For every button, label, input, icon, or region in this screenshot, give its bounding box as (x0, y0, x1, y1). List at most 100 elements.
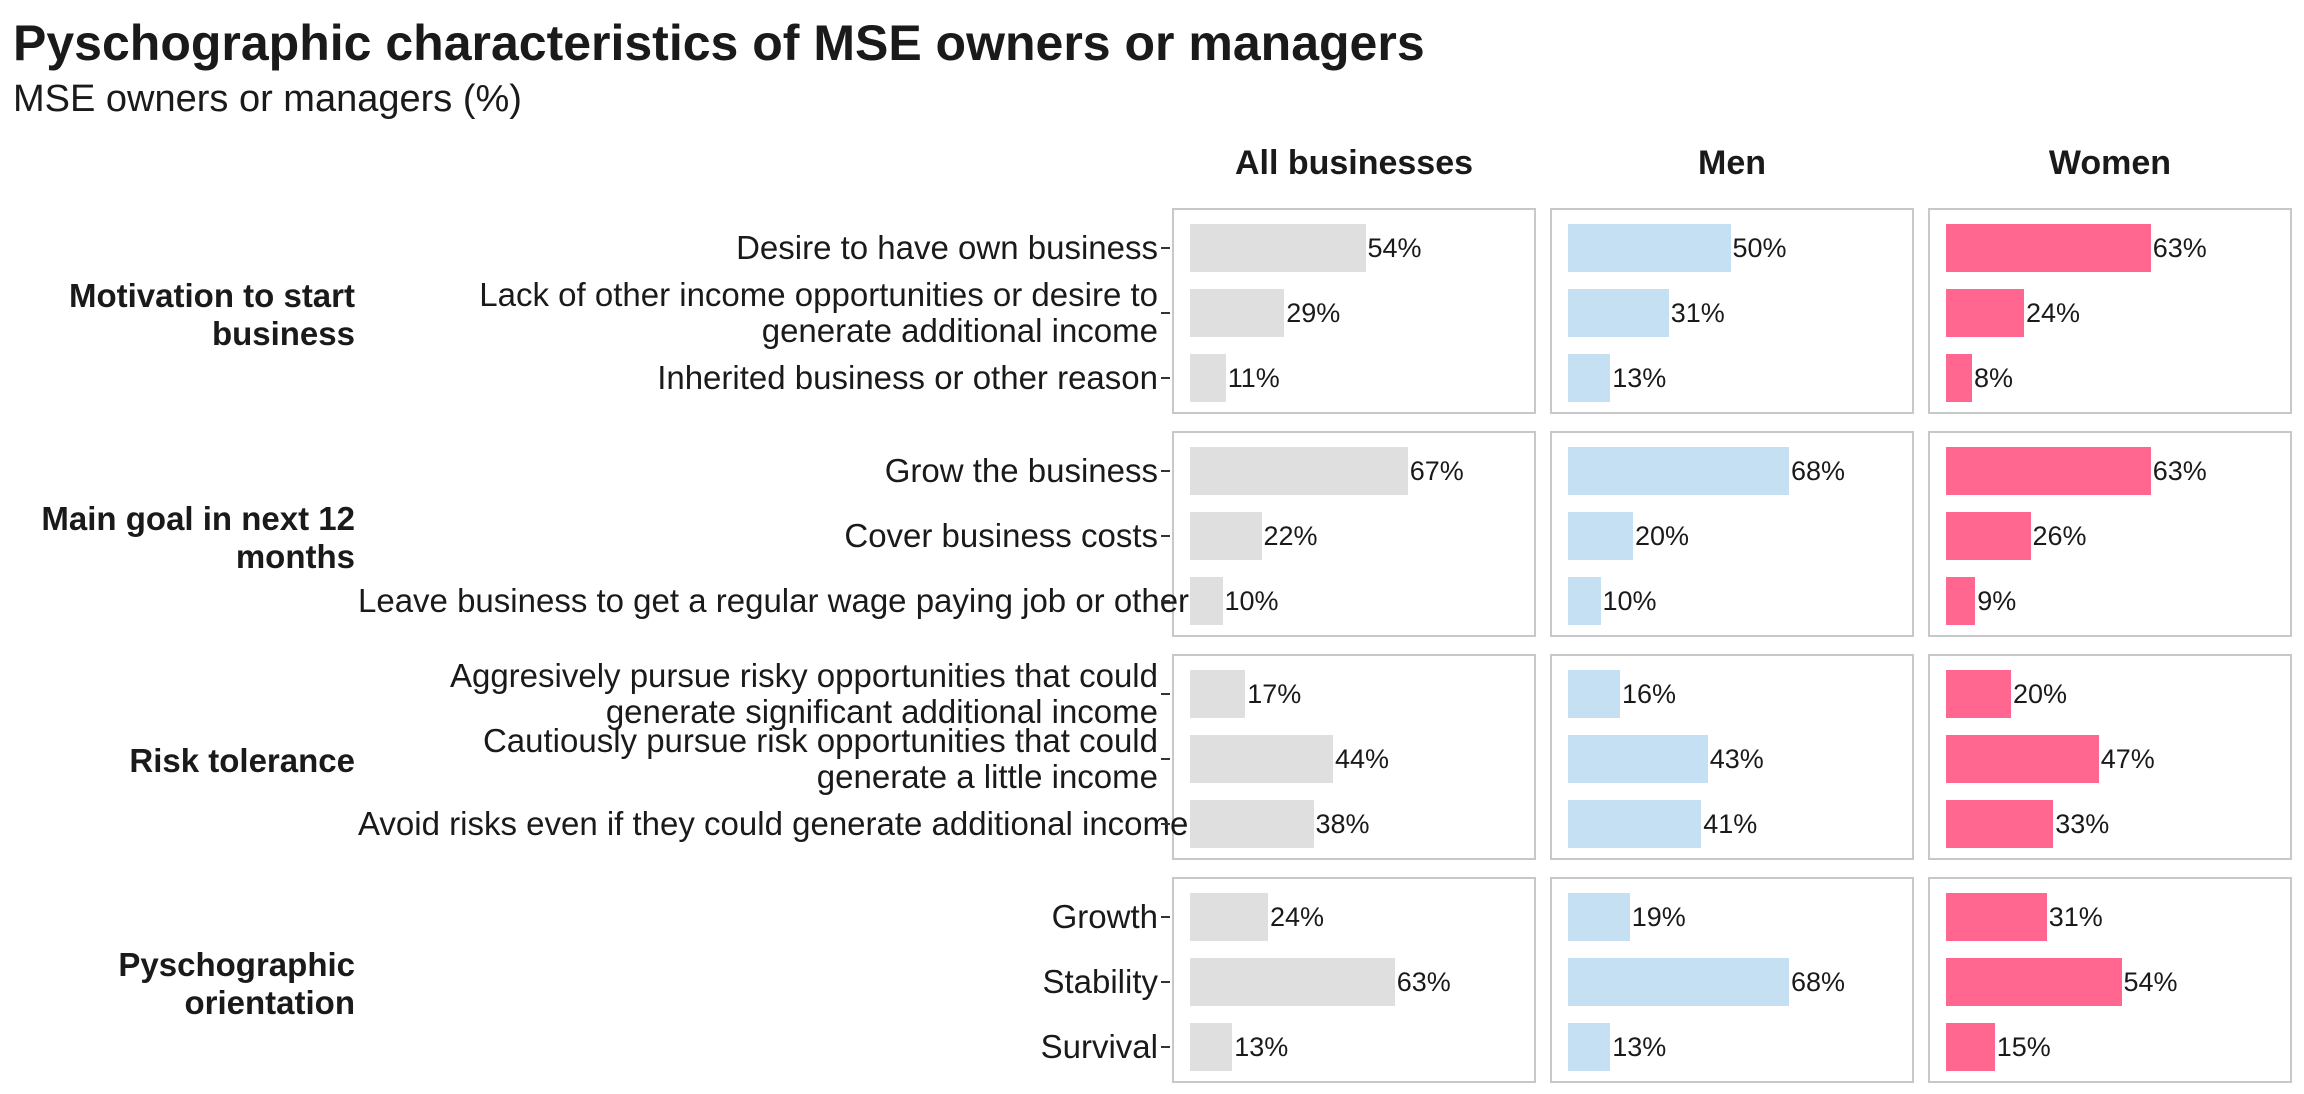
bar (1568, 577, 1601, 625)
chart-title: Pyschographic characteristics of MSE own… (13, 15, 1425, 71)
bar (1568, 670, 1620, 718)
bar (1190, 354, 1226, 402)
category-label: Survival (1040, 1028, 1158, 1065)
facet-panel (1928, 654, 2292, 860)
data-label: 24% (1270, 902, 1325, 932)
axis-tick (1161, 377, 1170, 379)
category-label: Desire to have own business (736, 229, 1158, 266)
facet-panel (1928, 877, 2292, 1083)
data-label: 29% (1286, 298, 1341, 328)
data-label: 63% (2152, 233, 2207, 263)
data-label: 47% (2100, 744, 2155, 774)
column-header-2: Women (2048, 144, 2172, 182)
category-label: Lack of other income opportunities or de… (479, 276, 1158, 349)
bar (1568, 1023, 1611, 1071)
axis-tick (1161, 758, 1170, 760)
data-label: 8% (1974, 363, 2014, 393)
facet-panel (1928, 208, 2292, 414)
data-label: 13% (1612, 363, 1667, 393)
data-label: 54% (1367, 233, 1422, 263)
category-label: Leave business to get a regular wage pay… (358, 582, 1190, 619)
facet-panel (1172, 877, 1536, 1083)
bar (1568, 447, 1789, 495)
group-label: Motivation to start business (69, 277, 355, 352)
facet-panel (1172, 208, 1536, 414)
bar (1190, 447, 1408, 495)
data-label: 54% (2123, 967, 2178, 997)
bar (1568, 224, 1731, 272)
bar (1946, 577, 1976, 625)
data-label: 20% (1635, 521, 1690, 551)
data-label: 13% (1612, 1032, 1667, 1062)
bar (1190, 224, 1366, 272)
data-label: 43% (1709, 744, 1764, 774)
data-label: 15% (1996, 1032, 2051, 1062)
category-label: Avoid risks even if they could generate … (358, 805, 1189, 842)
facet-panel (1172, 431, 1536, 637)
data-label: 20% (2013, 679, 2068, 709)
data-label: 68% (1791, 967, 1846, 997)
data-label: 63% (1396, 967, 1451, 997)
data-label: 31% (2048, 902, 2103, 932)
data-label: 9% (1977, 586, 2017, 616)
axis-tick (1161, 1046, 1170, 1048)
data-label: 11% (1227, 363, 1280, 393)
data-label: 10% (1224, 586, 1279, 616)
axis-tick (1161, 312, 1170, 314)
category-label: Cover business costs (844, 517, 1158, 554)
facet-panel (1928, 431, 2292, 637)
axis-tick (1161, 823, 1170, 825)
data-label: 16% (1622, 679, 1677, 709)
data-label: 26% (2032, 521, 2087, 551)
bar (1946, 289, 2024, 337)
bar (1946, 354, 1972, 402)
bar (1946, 670, 2011, 718)
axis-tick (1161, 470, 1170, 472)
data-label: 19% (1631, 902, 1686, 932)
bar (1568, 735, 1708, 783)
bar (1568, 289, 1669, 337)
bar (1946, 735, 2099, 783)
bar (1946, 447, 2151, 495)
bar (1568, 958, 1789, 1006)
category-label: Grow the business (884, 452, 1158, 489)
axis-tick (1161, 916, 1170, 918)
bar (1568, 512, 1633, 560)
bar (1946, 893, 2047, 941)
axis-tick (1161, 693, 1170, 695)
category-label: Growth (1051, 898, 1158, 935)
data-label: 44% (1335, 744, 1390, 774)
axis-tick (1161, 600, 1170, 602)
bar (1946, 958, 2122, 1006)
data-label: 63% (2152, 456, 2207, 486)
bar (1190, 577, 1223, 625)
axis-tick (1161, 981, 1170, 983)
data-label: 33% (2055, 809, 2110, 839)
chart-subtitle: MSE owners or managers (%) (13, 78, 522, 120)
data-label: 67% (1409, 456, 1464, 486)
facet-panel (1172, 654, 1536, 860)
group-label: Risk tolerance (129, 742, 355, 779)
data-label: 31% (1670, 298, 1725, 328)
category-label: Stability (1042, 963, 1158, 1000)
bar (1568, 354, 1611, 402)
bar (1190, 735, 1333, 783)
axis-tick (1161, 535, 1170, 537)
data-label: 13% (1234, 1032, 1289, 1062)
data-label: 17% (1247, 679, 1302, 709)
bar (1568, 893, 1630, 941)
bar (1190, 958, 1395, 1006)
bar (1946, 800, 2054, 848)
bar (1946, 1023, 1995, 1071)
facet-panel (1550, 654, 1914, 860)
bar (1946, 512, 2031, 560)
category-label: Cautiously pursue risk opportunities tha… (482, 722, 1158, 795)
category-label: Inherited business or other reason (657, 359, 1158, 396)
group-label: Main goal in next 12 months (41, 500, 355, 575)
bar (1946, 224, 2151, 272)
data-label: 50% (1732, 233, 1787, 263)
group-label: Pyschographic orientation (118, 946, 355, 1021)
data-label: 41% (1703, 809, 1758, 839)
bar (1190, 1023, 1233, 1071)
bar (1190, 289, 1285, 337)
